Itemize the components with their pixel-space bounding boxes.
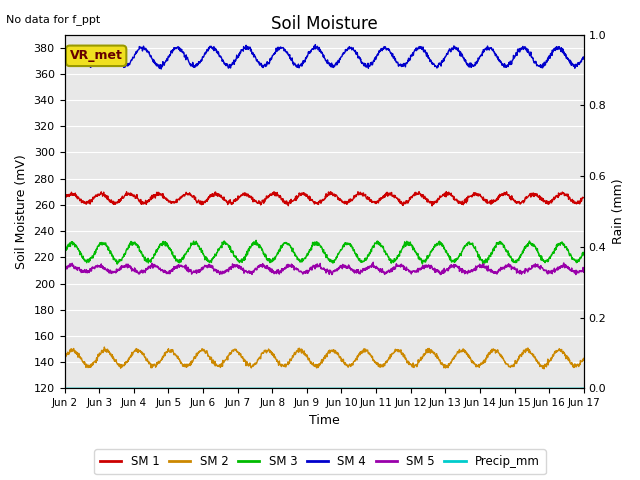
X-axis label: Time: Time bbox=[309, 414, 340, 427]
Title: Soil Moisture: Soil Moisture bbox=[271, 15, 378, 33]
Text: VR_met: VR_met bbox=[70, 49, 123, 62]
Y-axis label: Rain (mm): Rain (mm) bbox=[612, 179, 625, 244]
Legend: SM 1, SM 2, SM 3, SM 4, SM 5, Precip_mm: SM 1, SM 2, SM 3, SM 4, SM 5, Precip_mm bbox=[94, 449, 546, 474]
Y-axis label: Soil Moisture (mV): Soil Moisture (mV) bbox=[15, 154, 28, 269]
Text: No data for f_ppt: No data for f_ppt bbox=[6, 14, 100, 25]
